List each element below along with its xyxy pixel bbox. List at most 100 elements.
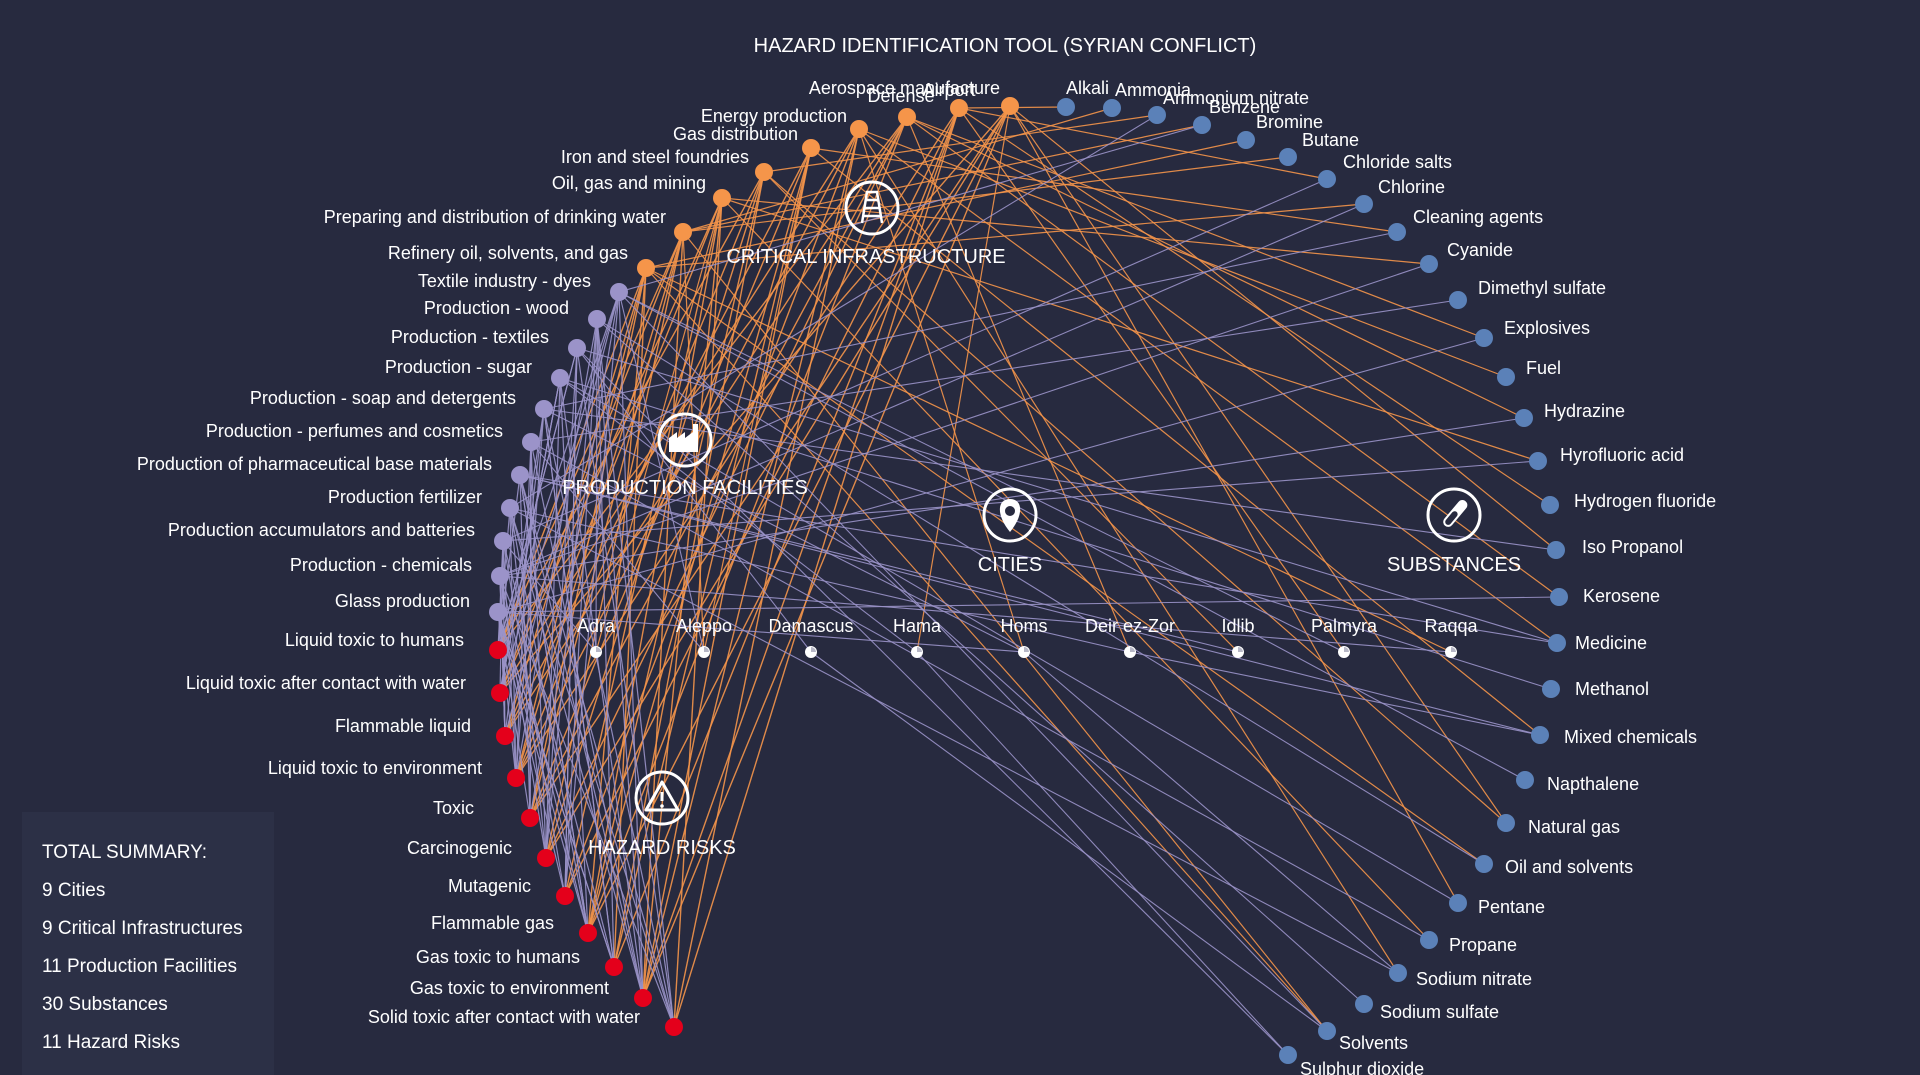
node-critical-infrastructure-aerospace-manufacture[interactable]: Aerospace manufacture <box>809 78 1019 115</box>
node-dot[interactable] <box>494 532 512 550</box>
node-dot[interactable] <box>522 433 540 451</box>
node-dot[interactable] <box>1279 1046 1297 1064</box>
node-substances-chloride-salts[interactable]: Chloride salts <box>1318 152 1452 188</box>
node-dot[interactable] <box>755 163 773 181</box>
node-production-facilities-production-perfumes-and-cosmetics[interactable]: Production - perfumes and cosmetics <box>206 421 540 451</box>
node-dot[interactable] <box>1388 223 1406 241</box>
node-dot[interactable] <box>1475 329 1493 347</box>
node-hazard-risks-carcinogenic[interactable]: Carcinogenic <box>407 838 555 867</box>
node-dot[interactable] <box>556 887 574 905</box>
node-dot[interactable] <box>1475 855 1493 873</box>
node-dot[interactable] <box>1515 409 1533 427</box>
node-dot[interactable] <box>1531 726 1549 744</box>
node-dot[interactable] <box>637 259 655 277</box>
node-dot[interactable] <box>535 400 553 418</box>
node-dot[interactable] <box>1318 1022 1336 1040</box>
node-dot[interactable] <box>1449 894 1467 912</box>
node-dot[interactable] <box>521 809 539 827</box>
node-hazard-risks-solid-toxic-after-contact-with-water[interactable]: Solid toxic after contact with water <box>368 1007 683 1036</box>
node-substances-butane[interactable]: Butane <box>1279 130 1359 166</box>
node-substances-natural-gas[interactable]: Natural gas <box>1497 814 1620 837</box>
node-dot[interactable] <box>1449 291 1467 309</box>
node-dot[interactable] <box>713 189 731 207</box>
node-critical-infrastructure-airport[interactable]: Airport <box>922 80 976 117</box>
node-critical-infrastructure-gas-distribution[interactable]: Gas distribution <box>673 124 820 157</box>
node-dot[interactable] <box>568 339 586 357</box>
node-cities-aleppo[interactable]: Aleppo <box>676 616 732 658</box>
node-substances-sodium-sulfate[interactable]: Sodium sulfate <box>1355 995 1499 1022</box>
node-critical-infrastructure-oil-gas-and-mining[interactable]: Oil, gas and mining <box>552 173 731 207</box>
node-dot[interactable] <box>1420 931 1438 949</box>
node-cities-palmyra[interactable]: Palmyra <box>1311 616 1378 658</box>
node-dot[interactable] <box>1355 195 1373 213</box>
node-critical-infrastructure-iron-and-steel-foundries[interactable]: Iron and steel foundries <box>561 147 773 181</box>
node-cities-damascus[interactable]: Damascus <box>768 616 854 658</box>
node-substances-sulphur-dioxide[interactable]: Sulphur dioxide <box>1279 1046 1424 1075</box>
node-production-facilities-production-chemicals[interactable]: Production - chemicals <box>290 555 509 585</box>
node-dot[interactable] <box>1148 106 1166 124</box>
node-dot[interactable] <box>610 283 628 301</box>
node-dot[interactable] <box>1279 148 1297 166</box>
node-dot[interactable] <box>950 99 968 117</box>
node-dot[interactable] <box>1548 634 1566 652</box>
node-production-facilities-production-wood[interactable]: Production - wood <box>424 298 606 328</box>
node-hazard-risks-flammable-gas[interactable]: Flammable gas <box>431 913 597 942</box>
node-production-facilities-production-textiles[interactable]: Production - textiles <box>391 327 586 357</box>
node-dot[interactable] <box>1541 496 1559 514</box>
node-dot[interactable] <box>507 769 525 787</box>
node-cities-deir-ez-zor[interactable]: Deir ez-Zor <box>1085 616 1175 658</box>
node-substances-oil-and-solvents[interactable]: Oil and solvents <box>1475 855 1633 877</box>
node-substances-medicine[interactable]: Medicine <box>1548 633 1647 653</box>
node-dot[interactable] <box>1193 116 1211 134</box>
node-substances-explosives[interactable]: Explosives <box>1475 318 1590 347</box>
node-dot[interactable] <box>489 641 507 659</box>
node-dot[interactable] <box>1420 255 1438 273</box>
node-hazard-risks-liquid-toxic-to-humans[interactable]: Liquid toxic to humans <box>285 630 507 659</box>
node-substances-hydrogen-fluoride[interactable]: Hydrogen fluoride <box>1541 491 1716 514</box>
node-substances-iso-propanol[interactable]: Iso Propanol <box>1547 537 1683 559</box>
node-dot[interactable] <box>491 684 509 702</box>
node-production-facilities-textile-industry-dyes[interactable]: Textile industry - dyes <box>418 271 628 301</box>
node-dot[interactable] <box>1057 98 1075 116</box>
node-substances-solvents[interactable]: Solvents <box>1318 1022 1408 1053</box>
node-substances-fuel[interactable]: Fuel <box>1497 358 1561 386</box>
node-dot[interactable] <box>665 1018 683 1036</box>
node-substances-ammonia[interactable]: Ammonia <box>1103 80 1192 117</box>
node-production-facilities-production-of-pharmaceutical-base-materials[interactable]: Production of pharmaceutical base materi… <box>137 454 529 484</box>
node-production-facilities-production-fertilizer[interactable]: Production fertilizer <box>328 487 519 517</box>
node-substances-mixed-chemicals[interactable]: Mixed chemicals <box>1531 726 1697 747</box>
node-hazard-risks-liquid-toxic-to-environment[interactable]: Liquid toxic to environment <box>268 758 525 787</box>
node-dot[interactable] <box>1497 814 1515 832</box>
node-substances-hyrofluoric-acid[interactable]: Hyrofluoric acid <box>1529 445 1684 470</box>
node-substances-dimethyl-sulfate[interactable]: Dimethyl sulfate <box>1449 278 1606 309</box>
node-hazard-risks-flammable-liquid[interactable]: Flammable liquid <box>335 716 514 745</box>
node-dot[interactable] <box>898 108 916 126</box>
node-dot[interactable] <box>579 924 597 942</box>
node-substances-napthalene[interactable]: Napthalene <box>1516 771 1639 794</box>
node-cities-adra[interactable]: Adra <box>577 616 616 658</box>
node-hazard-risks-liquid-toxic-after-contact-with-water[interactable]: Liquid toxic after contact with water <box>186 673 509 702</box>
node-cities-raqqa[interactable]: Raqqa <box>1424 616 1479 658</box>
node-substances-cyanide[interactable]: Cyanide <box>1420 240 1513 273</box>
node-critical-infrastructure-preparing-and-distribution-of-drinking-water[interactable]: Preparing and distribution of drinking w… <box>324 207 692 241</box>
node-dot[interactable] <box>1516 771 1534 789</box>
node-dot[interactable] <box>551 369 569 387</box>
node-dot[interactable] <box>850 120 868 138</box>
node-dot[interactable] <box>634 989 652 1007</box>
node-substances-pentane[interactable]: Pentane <box>1449 894 1545 917</box>
node-dot[interactable] <box>491 567 509 585</box>
node-dot[interactable] <box>1547 541 1565 559</box>
node-production-facilities-glass-production[interactable]: Glass production <box>335 591 507 621</box>
node-dot[interactable] <box>674 223 692 241</box>
node-production-facilities-production-accumulators-and-batteries[interactable]: Production accumulators and batteries <box>168 520 512 550</box>
node-production-facilities-production-soap-and-detergents[interactable]: Production - soap and detergents <box>250 388 553 418</box>
node-dot[interactable] <box>496 727 514 745</box>
node-cities-hama[interactable]: Hama <box>893 616 942 658</box>
node-dot[interactable] <box>1103 99 1121 117</box>
node-hazard-risks-mutagenic[interactable]: Mutagenic <box>448 876 574 905</box>
node-hazard-risks-toxic[interactable]: Toxic <box>433 798 539 827</box>
node-substances-sodium-nitrate[interactable]: Sodium nitrate <box>1389 964 1532 989</box>
node-dot[interactable] <box>1389 964 1407 982</box>
node-dot[interactable] <box>1497 368 1515 386</box>
node-dot[interactable] <box>1318 170 1336 188</box>
